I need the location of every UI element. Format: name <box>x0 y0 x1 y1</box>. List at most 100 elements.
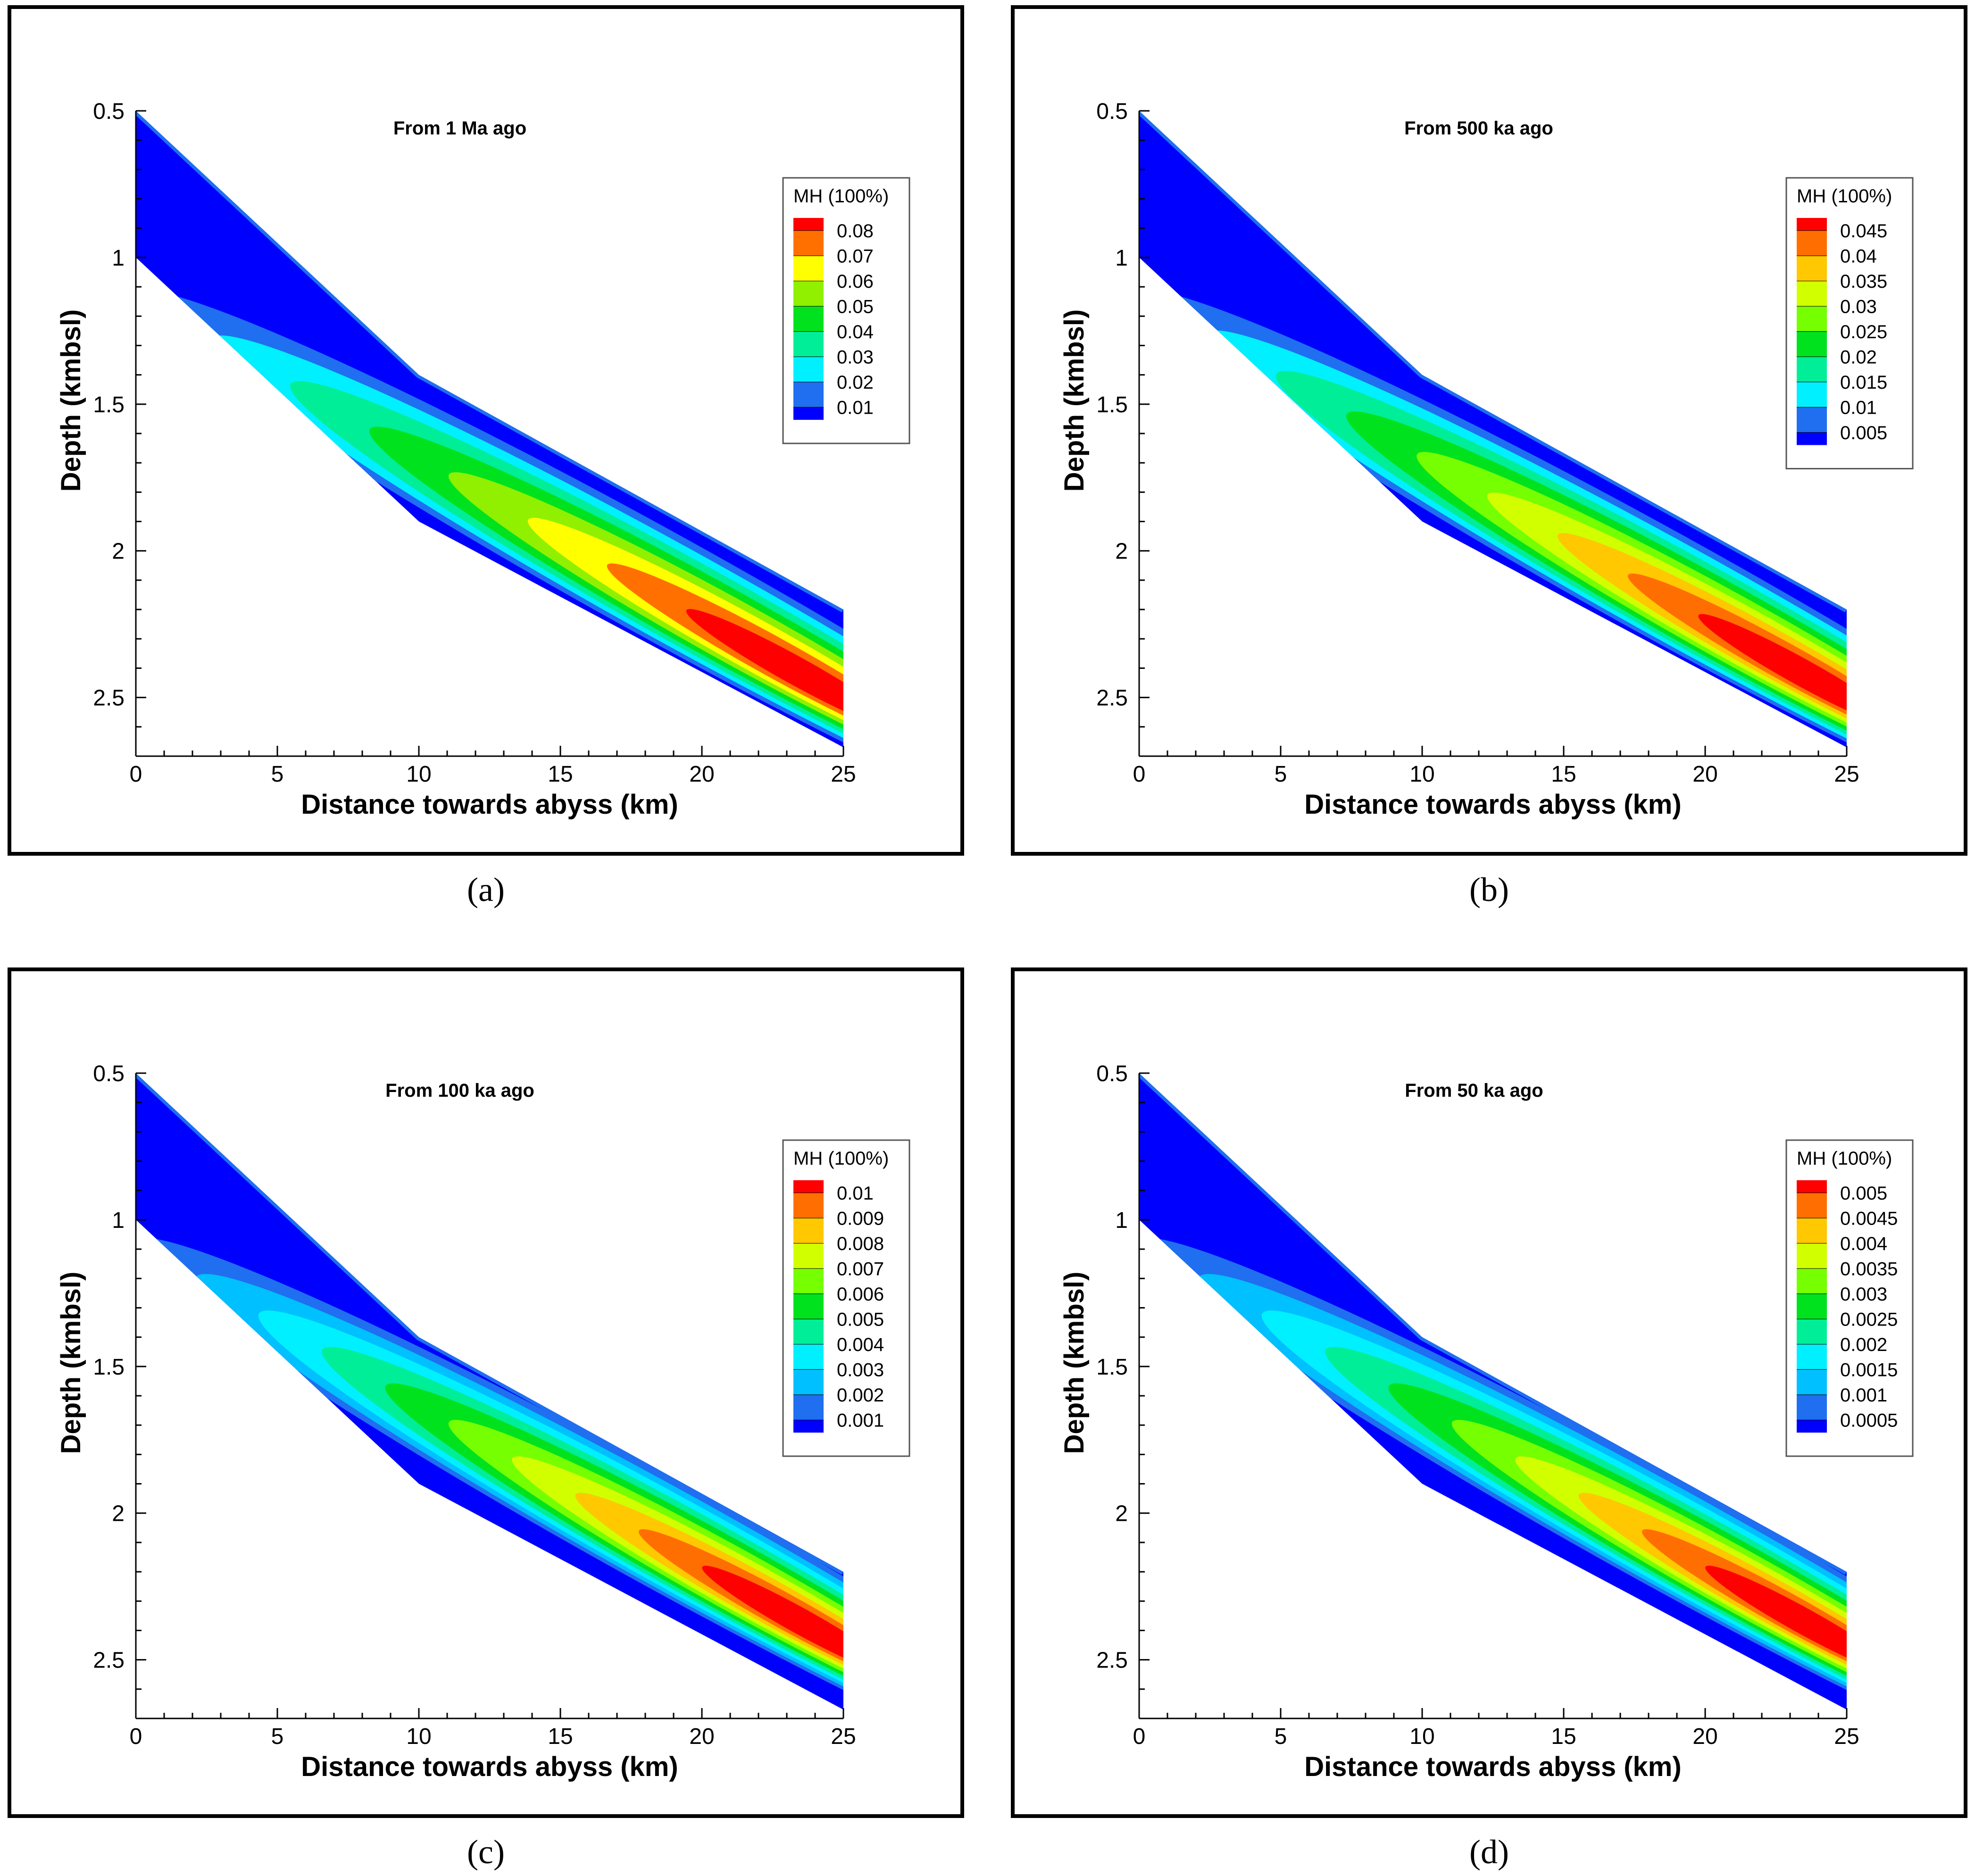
legend-label: 0.03 <box>837 347 874 367</box>
x-tick-label: 15 <box>1551 1724 1576 1749</box>
panel-b: 0 5 10 15 20 25 0.5 1 1.5 2 2.5 Distance towards ab… <box>1011 5 1967 856</box>
legend-label: 0.04 <box>837 322 874 342</box>
legend-label: 0.002 <box>837 1385 884 1406</box>
x-tick-label: 5 <box>1275 762 1287 787</box>
panel-d: 0 5 10 15 20 25 0.5 1 1.5 2 2.5 Distance towards ab… <box>1011 967 1967 1818</box>
x-tick-label: 25 <box>831 762 856 787</box>
y-tick-label: 1 <box>112 246 125 271</box>
legend-swatch <box>793 331 824 357</box>
x-tick-label: 0 <box>130 1724 142 1749</box>
legend-label: 0.0005 <box>1840 1410 1898 1431</box>
y-tick-label: 2 <box>1115 1501 1128 1526</box>
legend-swatch <box>1797 1394 1827 1420</box>
y-tick-label: 0.5 <box>1096 99 1128 124</box>
legend-label: 0.009 <box>837 1208 884 1229</box>
legend-swatch <box>1797 230 1827 256</box>
x-tick-label: 10 <box>406 762 431 787</box>
legend-title: MH (100%) <box>793 186 889 207</box>
legend-title: MH (100%) <box>1797 186 1892 207</box>
legend-label: 0.035 <box>1840 271 1887 292</box>
x-tick-label: 0 <box>130 762 142 787</box>
legend-label: 0.025 <box>1840 322 1887 342</box>
legend-label: 0.02 <box>1840 347 1877 367</box>
y-tick-label: 1 <box>1115 1208 1128 1233</box>
legend-swatch <box>793 357 824 382</box>
legend-label: 0.004 <box>837 1334 884 1355</box>
legend-swatch <box>1797 382 1827 408</box>
contour-field <box>1139 111 1847 748</box>
panel-caption: (b) <box>1469 871 1509 909</box>
x-tick-label: 0 <box>1133 762 1146 787</box>
legend-label: 0.045 <box>1840 221 1887 242</box>
legend-swatch <box>793 1344 824 1370</box>
legend-swatch <box>793 218 824 231</box>
legend-swatch <box>1797 1344 1827 1370</box>
legend-label: 0.003 <box>1840 1284 1887 1305</box>
y-tick-label: 0.5 <box>93 99 125 124</box>
x-tick-label: 5 <box>271 762 284 787</box>
y-tick-label: 2.5 <box>93 686 125 711</box>
contour-band-9 <box>702 1566 843 1676</box>
x-tick-label: 20 <box>689 1724 714 1749</box>
x-tick-label: 25 <box>1834 762 1859 787</box>
panel-caption: (c) <box>467 1833 505 1871</box>
panel-c: 0 5 10 15 20 25 0.5 1 1.5 2 2.5 Distance towards ab… <box>8 967 964 1818</box>
legend-swatch <box>793 1218 824 1243</box>
legend-swatch <box>1797 1319 1827 1344</box>
y-tick-label: 2.5 <box>1096 686 1128 711</box>
legend-swatch <box>793 1192 824 1218</box>
legend: MH (100%) 0.005 0.0045 0.004 0.0035 0.003 0.00… <box>1785 1139 1914 1457</box>
legend-label: 0.01 <box>837 1183 874 1204</box>
legend-label: 0.005 <box>1840 1183 1887 1204</box>
y-tick-label: 1.5 <box>1096 1355 1128 1380</box>
legend-swatch <box>793 407 824 420</box>
legend-swatch <box>793 306 824 332</box>
y-tick-label: 1.5 <box>93 1355 125 1380</box>
legend-swatch <box>1797 1420 1827 1433</box>
y-tick-label: 2 <box>112 1501 125 1526</box>
legend-swatch <box>1797 281 1827 307</box>
legend: MH (100%) 0.045 0.04 0.035 0.03 0.025 0.02 0.01… <box>1785 177 1914 469</box>
legend-label: 0.05 <box>837 296 874 317</box>
legend-label: 0.008 <box>837 1234 884 1254</box>
legend-swatch <box>793 230 824 256</box>
legend-label: 0.02 <box>837 372 874 393</box>
x-tick-label: 25 <box>831 1724 856 1749</box>
legend-label: 0.015 <box>1840 372 1887 393</box>
legend-label: 0.06 <box>837 271 874 292</box>
x-axis-title: Distance towards abyss (km) <box>1304 789 1681 820</box>
legend-label: 0.005 <box>1840 423 1887 443</box>
contour-band-8 <box>1698 614 1847 730</box>
plot-title: From 100 ka ago <box>385 1080 534 1101</box>
panel-caption: (a) <box>467 871 505 909</box>
legend-swatch <box>1797 432 1827 445</box>
legend-label: 0.04 <box>1840 246 1877 267</box>
legend: MH (100%) 0.08 0.07 0.06 0.05 0.04 0.03 0.02 0.0… <box>782 177 910 444</box>
legend-swatch <box>1797 1268 1827 1294</box>
legend-label: 0.001 <box>1840 1385 1887 1406</box>
contour-field <box>136 1073 843 1710</box>
legend-swatch <box>1797 1243 1827 1269</box>
legend-label: 0.006 <box>837 1284 884 1305</box>
legend-label: 0.007 <box>837 1259 884 1279</box>
y-axis-title: Depth (kmbsl) <box>56 1272 86 1454</box>
legend-swatch <box>1797 357 1827 382</box>
legend-swatch <box>1797 218 1827 231</box>
legend-swatch <box>793 1180 824 1193</box>
y-tick-label: 1.5 <box>1096 392 1128 417</box>
legend-label: 0.003 <box>837 1359 884 1380</box>
y-axis-title: Depth (kmbsl) <box>1059 1272 1090 1454</box>
legend-swatch <box>793 281 824 307</box>
legend-swatch <box>1797 1192 1827 1218</box>
x-tick-label: 20 <box>689 762 714 787</box>
y-tick-label: 1 <box>1115 246 1128 271</box>
legend-swatch <box>793 1319 824 1344</box>
x-tick-label: 20 <box>1692 762 1717 787</box>
legend-swatch <box>1797 256 1827 281</box>
x-axis-title: Distance towards abyss (km) <box>1304 1751 1681 1782</box>
contour-field <box>1139 1073 1847 1710</box>
y-tick-label: 1.5 <box>93 392 125 417</box>
legend-swatch <box>793 1268 824 1294</box>
legend-label: 0.002 <box>1840 1334 1887 1355</box>
legend-label: 0.0045 <box>1840 1208 1898 1229</box>
